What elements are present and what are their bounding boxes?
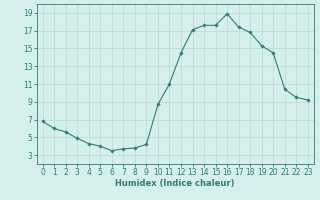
X-axis label: Humidex (Indice chaleur): Humidex (Indice chaleur) <box>116 179 235 188</box>
